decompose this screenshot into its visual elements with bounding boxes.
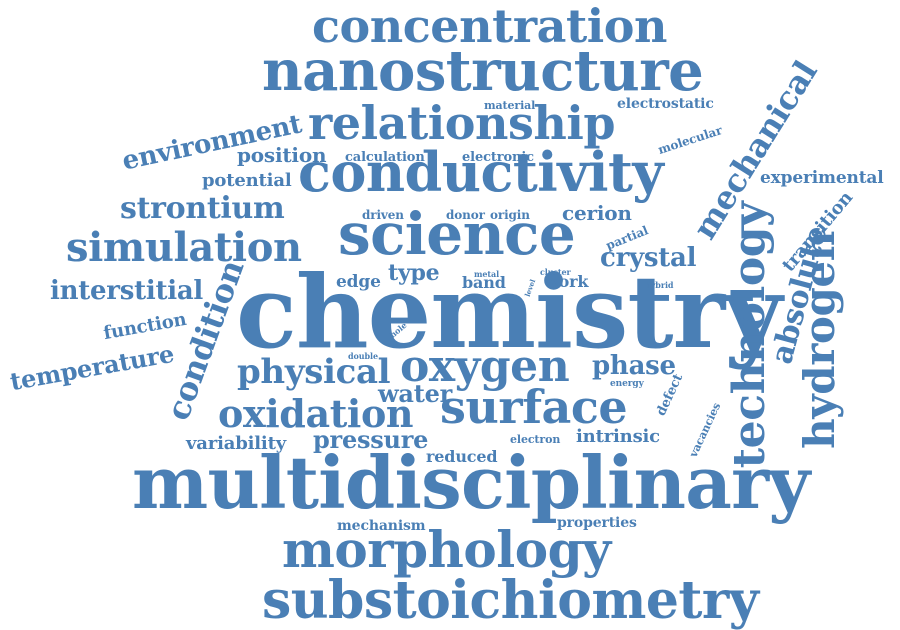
word-physical: physical — [237, 352, 391, 392]
word-technology: technology — [724, 201, 775, 469]
word-surface: surface — [440, 380, 628, 434]
word-interstitial: interstitial — [50, 276, 204, 306]
word-experimental: experimental — [760, 168, 884, 188]
word-intrinsic: intrinsic — [576, 426, 660, 447]
word-oxygen: oxygen — [400, 341, 570, 392]
word-donor: donor — [446, 208, 485, 222]
word-chemistry: chemistry — [236, 253, 782, 371]
word-water: water — [378, 379, 453, 408]
word-concentration: concentration — [312, 0, 668, 53]
word-calculation: calculation — [345, 150, 425, 165]
word-hybrid: hybrid — [645, 280, 674, 290]
word-electrostatic: electrostatic — [617, 96, 714, 112]
word-origin: origin — [490, 208, 530, 222]
word-double: double — [348, 351, 378, 361]
word-morphology: morphology — [282, 520, 611, 579]
word-electron: electron — [510, 433, 561, 446]
word-potential: potential — [202, 170, 292, 191]
word-crystal: crystal — [600, 243, 697, 273]
word-work: work — [545, 272, 589, 291]
word-position: position — [237, 143, 327, 167]
word-driven: driven — [362, 208, 404, 222]
word-reduced: reduced — [426, 447, 498, 466]
word-type: type — [388, 260, 440, 286]
word-science: science — [338, 200, 576, 268]
word-electronic: electronic — [462, 150, 534, 165]
word-nanostructure: nanostructure — [262, 38, 704, 104]
word-oxidation: oxidation — [218, 391, 414, 436]
word-energy: energy — [610, 379, 644, 389]
word-function: function — [101, 308, 188, 345]
word-temperature: temperature — [7, 338, 177, 397]
word-relationship: relationship — [308, 96, 616, 150]
word-mechanism: mechanism — [337, 518, 426, 534]
word-multidisciplinary: multidisciplinary — [132, 440, 810, 525]
word-substoichiometry: substoichiometry — [262, 570, 759, 630]
word-strontium: strontium — [120, 191, 285, 226]
word-metal: metal — [474, 269, 500, 279]
word-molecular: molecular — [656, 123, 724, 157]
word-properties: properties — [557, 515, 637, 531]
word-band: band — [462, 273, 506, 292]
word-cluster: cluster — [540, 267, 571, 277]
word-phase: phase — [592, 351, 676, 381]
word-cerion: cerion — [562, 201, 632, 225]
word-variability: variability — [186, 433, 286, 454]
word-edge: edge — [336, 272, 381, 292]
word-simulation: simulation — [66, 224, 302, 271]
word-conductivity: conductivity — [298, 140, 664, 204]
word-pressure: pressure — [313, 425, 429, 454]
word-material: material — [484, 99, 536, 112]
